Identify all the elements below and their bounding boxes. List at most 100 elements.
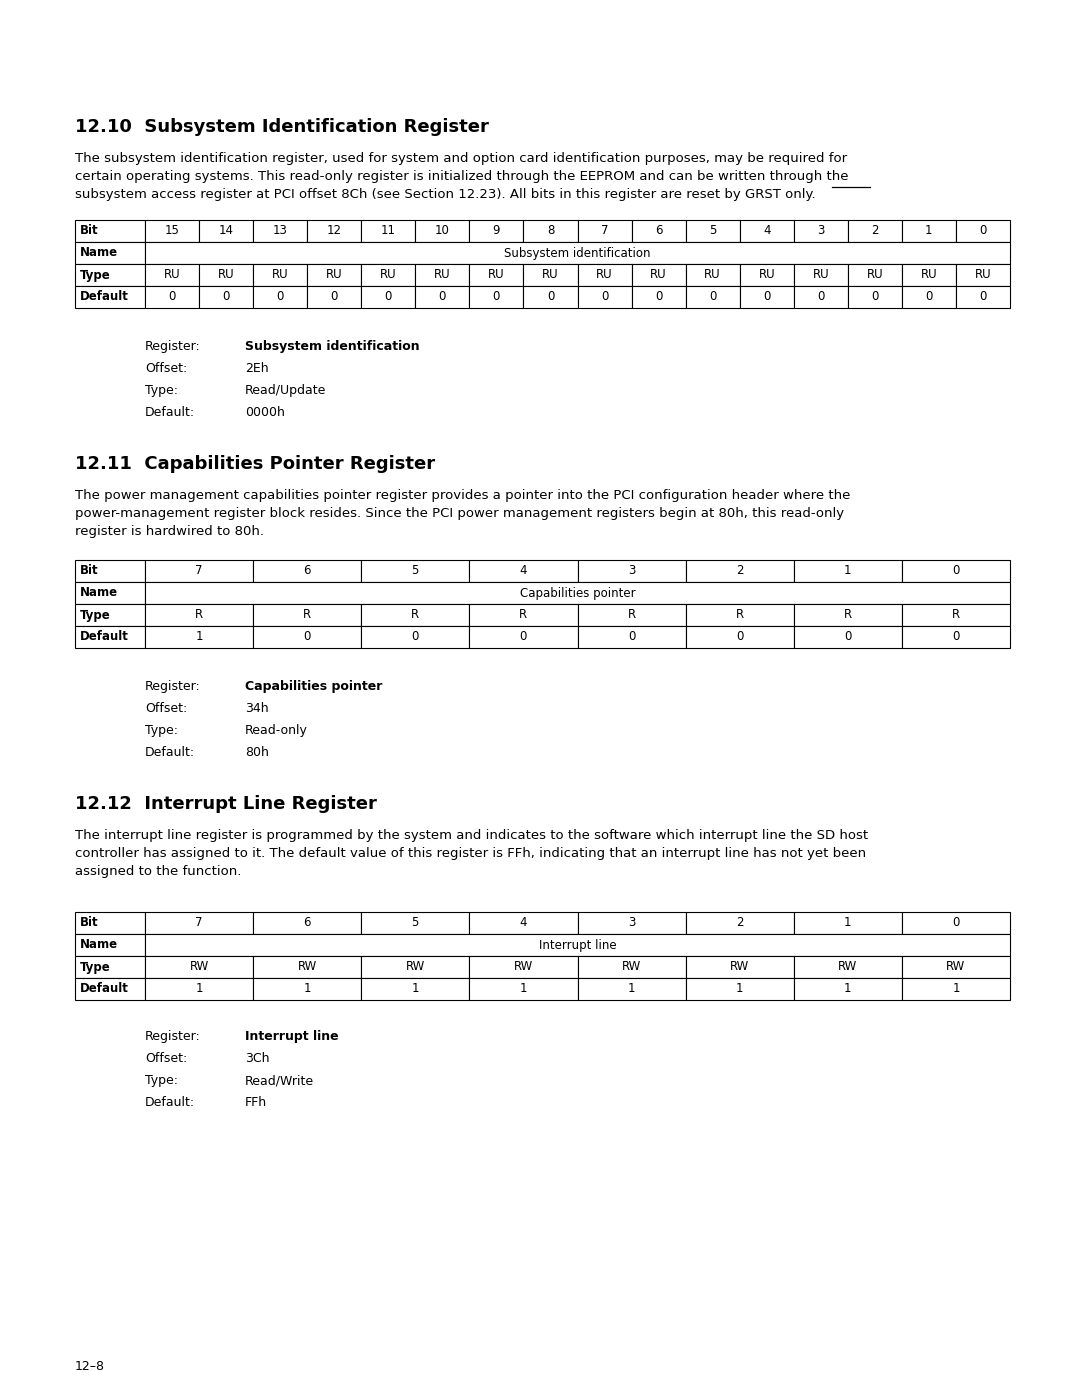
Text: 5: 5 [411,916,419,929]
Text: RU: RU [326,268,342,282]
Text: 0000h: 0000h [245,407,285,419]
Text: RU: RU [164,268,180,282]
Text: 0: 0 [735,630,743,644]
Bar [75,583,145,604]
Text: RU: RU [920,268,937,282]
Bar [902,286,956,307]
Bar [794,286,848,307]
Bar [740,264,794,286]
Text: RW: RW [838,961,858,974]
Text: 0: 0 [654,291,662,303]
Text: R: R [735,609,744,622]
Bar [361,956,470,978]
Text: 0: 0 [492,291,500,303]
Bar [956,264,1010,286]
Text: Register:: Register: [145,680,201,693]
Bar [578,978,686,1000]
Bar [145,604,253,626]
Bar [902,604,1010,626]
Bar [75,604,145,626]
Bar [686,560,794,583]
Bar [199,264,253,286]
Bar [145,560,253,583]
Text: R: R [303,609,311,622]
Text: 0: 0 [303,630,311,644]
Text: Default: Default [80,982,129,996]
Text: 1: 1 [195,982,203,996]
Text: Type:: Type: [145,724,178,738]
Text: Default:: Default: [145,1097,195,1109]
Bar [416,264,470,286]
Text: Capabilities pointer: Capabilities pointer [245,680,382,693]
Text: Offset:: Offset: [145,362,187,374]
Text: R: R [843,609,852,622]
Text: 15: 15 [164,225,179,237]
Text: The interrupt line register is programmed by the system and indicates to the sof: The interrupt line register is programme… [75,828,868,842]
Bar [902,978,1010,1000]
Text: 2: 2 [735,564,743,577]
Text: 0: 0 [926,291,933,303]
Text: Capabilities pointer: Capabilities pointer [519,587,635,599]
Text: Default:: Default: [145,407,195,419]
Text: Interrupt line: Interrupt line [245,1030,339,1044]
Text: RW: RW [622,961,642,974]
Text: Register:: Register: [145,339,201,353]
Bar [848,264,902,286]
Text: Type: Type [80,268,111,282]
Bar [740,286,794,307]
Text: 0: 0 [384,291,392,303]
Text: 8: 8 [546,225,554,237]
Text: Type: Type [80,609,111,622]
Bar [145,286,199,307]
Bar [145,956,253,978]
Text: RU: RU [974,268,991,282]
Bar [253,956,361,978]
Bar [740,219,794,242]
Bar [686,219,740,242]
Text: 7: 7 [195,564,203,577]
Text: Bit: Bit [80,225,98,237]
Text: RW: RW [514,961,534,974]
Bar [75,956,145,978]
Text: 6: 6 [303,564,311,577]
Bar [632,264,686,286]
Bar [632,219,686,242]
Text: 3: 3 [627,916,635,929]
Text: 4: 4 [519,564,527,577]
Bar [75,978,145,1000]
Text: 3: 3 [627,564,635,577]
Text: 5: 5 [411,564,419,577]
Text: 1: 1 [845,916,851,929]
Text: 2Eh: 2Eh [245,362,269,374]
Bar [902,264,956,286]
Text: 0: 0 [600,291,608,303]
Bar [902,912,1010,935]
Bar [578,626,686,648]
Text: RU: RU [650,268,667,282]
Text: 1: 1 [411,982,419,996]
Text: RW: RW [946,961,966,974]
Text: 0: 0 [980,225,987,237]
Text: RU: RU [596,268,612,282]
Bar [145,978,253,1000]
Bar [578,264,632,286]
Text: R: R [411,609,419,622]
Text: 12–8: 12–8 [75,1361,105,1373]
Text: 2: 2 [735,916,743,929]
Bar [470,956,578,978]
Bar [307,219,361,242]
Bar [470,560,578,583]
Text: RU: RU [542,268,558,282]
Bar [686,286,740,307]
Text: 0: 0 [818,291,824,303]
Text: RU: RU [866,268,883,282]
Text: Offset:: Offset: [145,1052,187,1065]
Bar [253,912,361,935]
Bar [686,978,794,1000]
Bar [145,935,1010,956]
Bar [75,286,145,307]
Bar [686,264,740,286]
Text: Name: Name [80,939,118,951]
Text: 13: 13 [273,225,287,237]
Text: Default:: Default: [145,746,195,759]
